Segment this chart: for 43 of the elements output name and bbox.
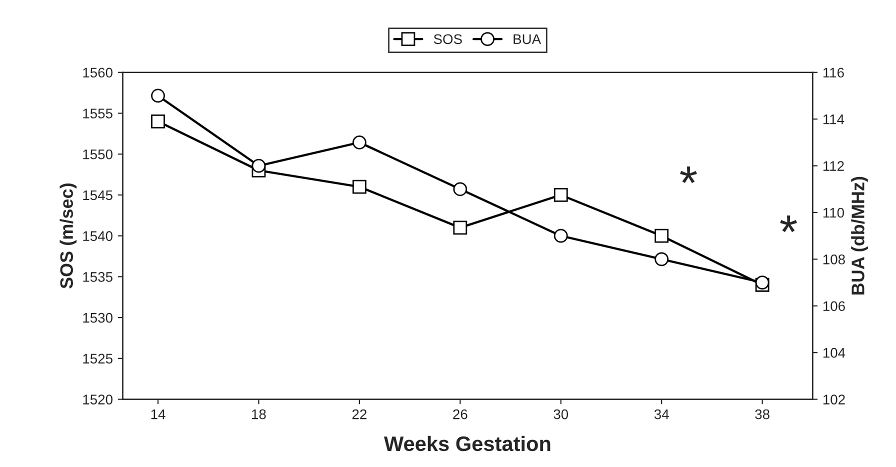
y-axis-title: SOS (m/sec) (60, 184, 77, 288)
y-tick-label: 1550 (83, 149, 112, 160)
y2-axis-title: BUA (db/MHz) (851, 176, 868, 294)
y2-tick-label: 110 (823, 208, 844, 218)
y2-tick-label: 114 (823, 114, 844, 124)
y2-tick-label: 102 (823, 394, 845, 404)
x-tick-label: 38 (755, 409, 770, 420)
point (755, 276, 770, 290)
y-tick-label: 1535 (83, 272, 112, 282)
annotation: * (680, 166, 697, 184)
point (151, 88, 165, 103)
legend-label: SOS (434, 34, 462, 44)
x-tick-label: 18 (252, 409, 266, 420)
y2-tick-label: 106 (823, 301, 845, 312)
x-tick-label: 26 (453, 409, 468, 420)
y-tick-label: 1560 (83, 68, 112, 78)
point (252, 158, 266, 173)
x-tick-label: 14 (151, 410, 166, 420)
point (554, 188, 568, 202)
point (453, 220, 468, 235)
point (554, 228, 568, 243)
annotation: * (780, 216, 797, 232)
point (654, 228, 669, 243)
y-tick-label: 1545 (83, 190, 112, 200)
y-tick-label: 1520 (83, 394, 112, 404)
point (151, 114, 165, 128)
y2-tick-label: 104 (823, 348, 846, 358)
x-tick-label: 30 (554, 409, 568, 420)
point (352, 135, 366, 150)
x-tick-label: 34 (654, 409, 669, 420)
legend-label: BUA (514, 34, 542, 44)
y-tick-label: 1540 (83, 231, 112, 242)
x-tick-label: 22 (352, 409, 366, 420)
point (654, 252, 669, 266)
y-tick-label: 1525 (83, 354, 112, 364)
y-tick-label: 1530 (83, 312, 112, 323)
y2-tick-label: 116 (823, 68, 844, 78)
y2-tick-label: 108 (823, 254, 845, 264)
y-tick-label: 1555 (83, 108, 112, 118)
x-axis-title: Weeks Gestation (384, 436, 550, 452)
y2-tick-label: 112 (823, 161, 844, 171)
point (352, 180, 366, 194)
point (453, 182, 468, 196)
